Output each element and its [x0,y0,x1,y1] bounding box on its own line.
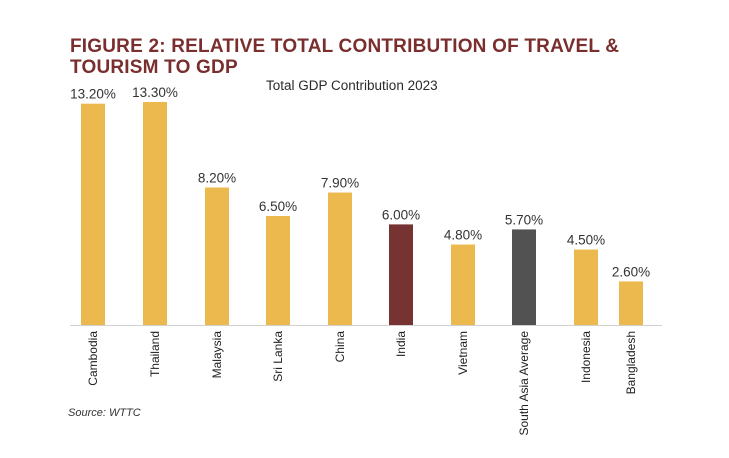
category-label: Sri Lanka [271,331,285,382]
source-note: Source: WTTC [68,407,141,419]
bar-malaysia [205,187,229,325]
data-label: 8.20% [198,171,236,186]
data-label: 4.50% [567,233,605,248]
category-label: Vietnam [456,331,470,375]
data-label: 5.70% [505,212,543,227]
bar-indonesia [574,249,598,325]
figure-title-line-2: TOURISM TO GDP [70,57,238,78]
category-label: Cambodia [86,331,100,386]
category-label: Malaysia [210,331,224,379]
figure-title: FIGURE 2: RELATIVE TOTAL CONTRIBUTION OF… [70,36,630,78]
bar-india [389,224,413,325]
data-label: 2.60% [612,264,650,279]
category-label: Bangladesh [624,331,638,394]
bar-cambodia [81,103,105,325]
category-label: South Asia Average [517,331,531,436]
bar-china [328,192,352,325]
data-label: 7.90% [321,176,359,191]
data-label: 13.30% [132,85,178,100]
bar-south-asia-average [512,229,536,325]
bar-thailand [143,102,167,325]
chart-subtitle: Total GDP Contribution 2023 [266,78,438,93]
category-label: China [333,331,347,363]
bar-vietnam [451,244,475,325]
category-label: Indonesia [579,331,593,383]
data-label: 6.00% [382,207,420,222]
figure-title-line-1: FIGURE 2: RELATIVE TOTAL CONTRIBUTION OF… [70,36,620,57]
bar-bangladesh [619,281,643,325]
category-label: India [394,331,408,357]
data-label: 6.50% [259,199,297,214]
data-label: 13.20% [70,87,116,102]
bar-sri-lanka [266,216,290,325]
data-label: 4.80% [444,228,482,243]
category-label: Thailand [148,331,162,377]
